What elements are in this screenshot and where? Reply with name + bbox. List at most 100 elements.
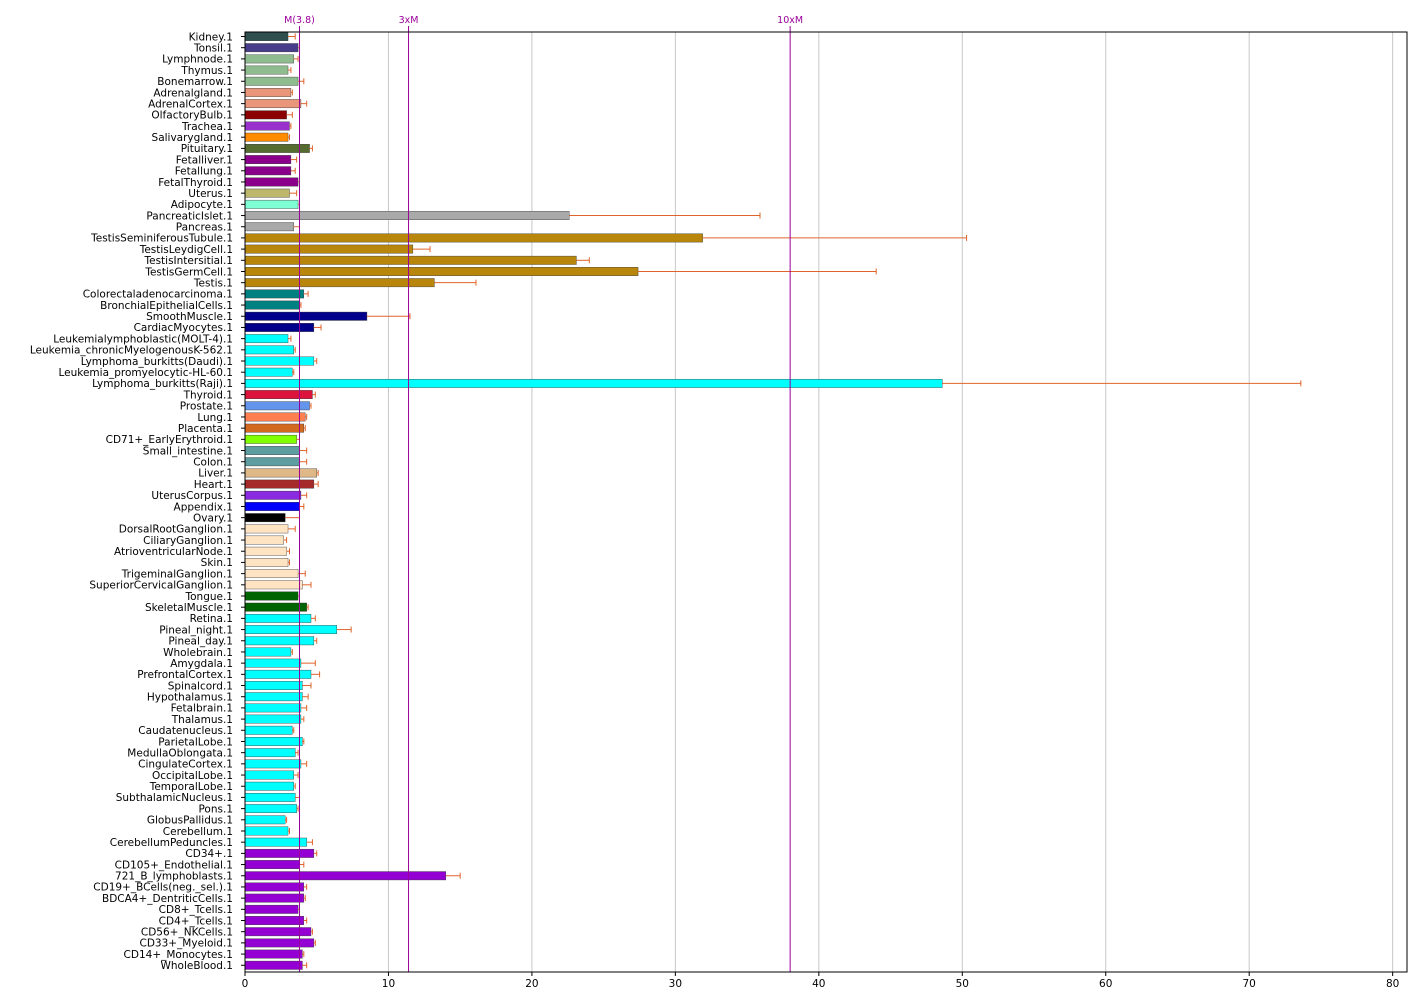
bar	[244, 893, 305, 903]
category-label: BronchialEpithelialCells.1	[100, 300, 233, 312]
bar	[244, 546, 287, 556]
bar	[244, 323, 315, 332]
category-label: CD8+_Tcells.1	[159, 904, 233, 916]
x-tick-label: 70	[1243, 978, 1256, 990]
bar	[244, 356, 315, 366]
bar	[244, 748, 296, 758]
bar	[244, 99, 302, 109]
bar	[244, 311, 368, 321]
category-label: PrefrontalCortex.1	[137, 669, 233, 681]
bar	[244, 904, 299, 914]
bar	[244, 960, 303, 970]
category-label: Colorectaladenocarcinoma.1	[83, 289, 233, 301]
bar	[244, 793, 296, 802]
bar	[244, 558, 289, 567]
bar	[244, 121, 290, 131]
bar	[244, 423, 305, 433]
category-label: TestisGermCell.1	[144, 266, 233, 278]
category-label: AtrioventricularNode.1	[114, 546, 233, 558]
category-label: TemporalLobe.1	[149, 781, 233, 793]
bar	[244, 434, 297, 444]
bar	[244, 669, 312, 679]
category-label: Cerebellum.1	[163, 826, 233, 838]
bar	[244, 916, 305, 925]
category-label: CD34+.1	[185, 848, 233, 860]
category-label: Leukemia_chronicMyelogenousK-562.1	[30, 345, 233, 357]
category-label: UterusCorpus.1	[151, 490, 233, 502]
bar	[244, 837, 307, 847]
bar	[244, 714, 302, 724]
category-label: BDCA4+_DentriticCells.1	[102, 893, 233, 905]
category-label: Lung.1	[197, 412, 233, 424]
category-label: 721_B_lymphoblasts.1	[115, 871, 233, 883]
bar	[244, 32, 289, 41]
reference-lines: M(3.8) 3xM 10xM	[284, 15, 803, 972]
x-axis-ticks: 0 10 20 30 40 50 60 70 80	[242, 972, 1399, 990]
x-tick-label: 20	[525, 978, 538, 990]
category-label: Bonemarrow.1	[157, 76, 233, 88]
category-label: Pineal_night.1	[159, 624, 233, 636]
category-label: Pineal_day.1	[168, 636, 233, 648]
category-label: CD14+_Monocytes.1	[124, 949, 233, 961]
category-label: TrigeminalGanglion.1	[121, 568, 233, 580]
x-tick-label: 80	[1386, 978, 1399, 990]
bar	[244, 513, 286, 523]
category-label: Fetalliver.1	[176, 154, 233, 166]
category-label: SmoothMuscle.1	[146, 311, 233, 323]
grid-lines	[244, 32, 1394, 972]
category-label: Spinalcord.1	[168, 680, 233, 692]
bar	[244, 580, 303, 590]
bar	[244, 390, 313, 399]
category-label: Fetallung.1	[175, 166, 233, 178]
bar	[244, 300, 300, 310]
bar	[244, 155, 292, 164]
category-label: Lymphoma_burkitts(Daudi).1	[81, 356, 233, 368]
category-label: TestisLeydigCell.1	[139, 244, 233, 256]
bar	[244, 882, 305, 892]
bar	[244, 412, 306, 422]
category-label: Adipocyte.1	[171, 199, 233, 211]
category-label: Amygdala.1	[170, 658, 233, 670]
category-label: Colon.1	[193, 457, 233, 469]
bar	[244, 602, 307, 612]
category-label: PancreaticIslet.1	[146, 210, 233, 222]
bar	[244, 289, 305, 299]
category-label: Wholebrain.1	[163, 647, 233, 659]
x-tick-label: 0	[242, 978, 249, 990]
category-label: Leukemialymphoblastic(MOLT-4).1	[53, 333, 233, 345]
bar	[244, 334, 289, 344]
reference-line-label: 10xM	[777, 15, 803, 26]
category-label: TestisIntersitial.1	[143, 255, 233, 267]
category-label: Heart.1	[194, 479, 233, 491]
bar	[244, 591, 299, 601]
category-label: Ovary.1	[193, 512, 233, 524]
bar	[244, 457, 300, 467]
x-tick-label: 40	[812, 978, 825, 990]
bar	[244, 681, 303, 690]
bar	[244, 76, 299, 86]
bar	[244, 188, 290, 198]
bar	[244, 110, 287, 120]
category-label: Trachea.1	[181, 121, 233, 133]
plot-frame	[244, 31, 1408, 973]
category-label: Pancreas.1	[176, 222, 233, 234]
bar	[244, 871, 447, 881]
bar	[244, 367, 293, 377]
bar	[244, 625, 338, 634]
bar	[244, 927, 312, 937]
bar	[244, 267, 639, 276]
bar	[244, 535, 284, 545]
bar	[244, 199, 299, 209]
category-label: SubthalamicNucleus.1	[116, 792, 233, 804]
category-label: CD4+_Tcells.1	[159, 915, 233, 927]
category-label: CingulateCortex.1	[138, 759, 233, 771]
category-label: GlobusPallidus.1	[147, 815, 233, 827]
x-tick-label: 10	[382, 978, 395, 990]
x-tick-label: 50	[956, 978, 969, 990]
bar	[244, 725, 293, 735]
category-label: Thymus.1	[180, 65, 233, 77]
category-label: SuperiorCervicalGanglion.1	[89, 580, 233, 592]
category-label: DorsalRootGanglion.1	[119, 524, 233, 536]
bar	[244, 781, 294, 791]
